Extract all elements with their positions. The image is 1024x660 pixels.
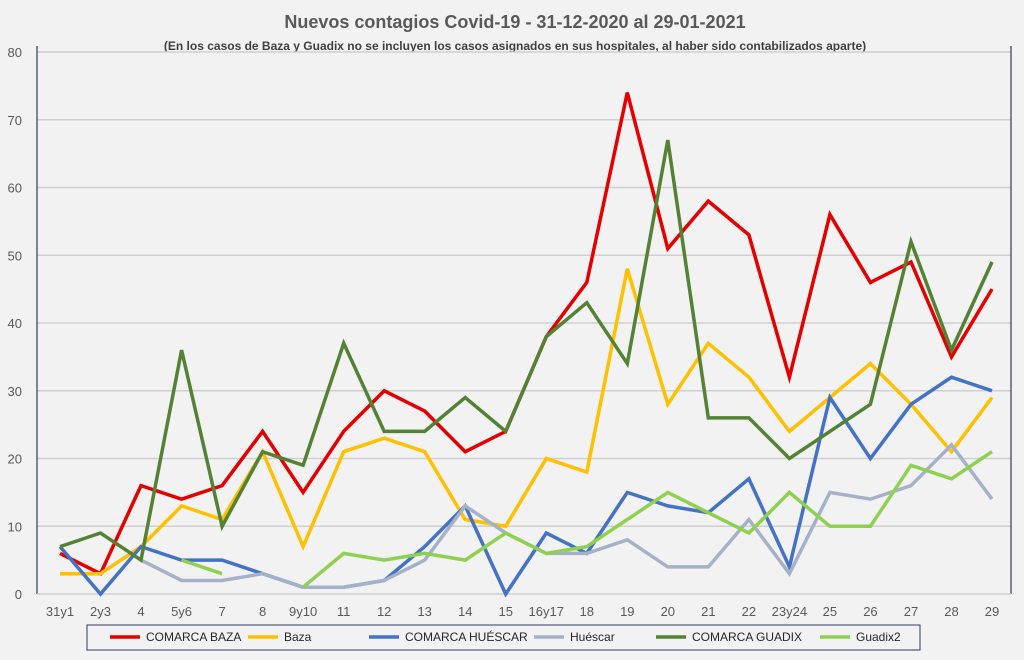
x-tick-label: 28	[944, 604, 958, 619]
series-comarca-hu-scar	[58, 375, 993, 598]
x-tick-label: 26	[863, 604, 877, 619]
x-tick-label: 25	[823, 604, 837, 619]
series-line	[60, 268, 994, 576]
chart-title: Nuevos contagios Covid-19 - 31-12-2020 a…	[284, 12, 745, 32]
x-tick-label: 23y24	[772, 604, 807, 619]
series-line	[58, 375, 993, 598]
x-tick-label: 11	[337, 604, 351, 619]
legend-label: Baza	[284, 630, 312, 644]
y-tick-label: 80	[8, 45, 22, 60]
series-line	[140, 442, 994, 589]
chart-subtitle: (En los casos de Baza y Guadix no se inc…	[164, 39, 866, 53]
x-tick-label: 20	[661, 604, 675, 619]
y-tick-label: 60	[8, 181, 22, 196]
x-tick-label: 31y1	[46, 604, 74, 619]
series-line	[59, 92, 994, 577]
x-tick-label: 9y10	[289, 604, 317, 619]
y-tick-label: 0	[15, 587, 22, 602]
x-tick-label: 5y6	[171, 604, 192, 619]
series-comarca-baza	[59, 92, 994, 577]
x-tick-label: 18	[580, 604, 594, 619]
x-tick-label: 13	[417, 604, 431, 619]
legend-label: COMARCA HUÉSCAR	[405, 629, 528, 644]
x-tick-label: 16y17	[529, 604, 564, 619]
legend-label: COMARCA BAZA	[146, 630, 241, 644]
x-tick-label: 21	[701, 604, 715, 619]
legend: COMARCA BAZA Baza COMARCA HUÉSCAR Huéscar CO…	[86, 624, 921, 651]
x-tick-label: 29	[985, 604, 999, 619]
x-tick-label: 7	[218, 604, 225, 619]
x-tick-label: 14	[458, 604, 472, 619]
x-tick-label: 4	[137, 604, 144, 619]
y-tick-label: 20	[8, 452, 22, 467]
x-tick-label: 8	[259, 604, 266, 619]
legend-label: COMARCA GUADIX	[692, 630, 802, 644]
x-tick-label: 19	[620, 604, 634, 619]
legend-label: Huéscar	[570, 630, 615, 644]
x-tick-label: 15	[499, 604, 513, 619]
series-line	[59, 139, 994, 564]
x-tick-label: 27	[904, 604, 918, 619]
x-tick-label: 22	[742, 604, 756, 619]
y-tick-label: 70	[8, 113, 22, 128]
y-tick-label: 40	[8, 316, 22, 331]
series-comarca-guadix	[59, 139, 994, 564]
legend-label: Guadix2	[856, 630, 901, 644]
series-guadix2	[181, 450, 993, 589]
series-line	[181, 450, 993, 589]
x-tick-label: 12	[377, 604, 391, 619]
y-tick-label: 50	[8, 248, 22, 263]
y-tick-label: 10	[8, 519, 22, 534]
y-tick-label: 30	[8, 384, 22, 399]
x-tick-label: 2y3	[90, 604, 111, 619]
legend-box	[86, 624, 921, 651]
